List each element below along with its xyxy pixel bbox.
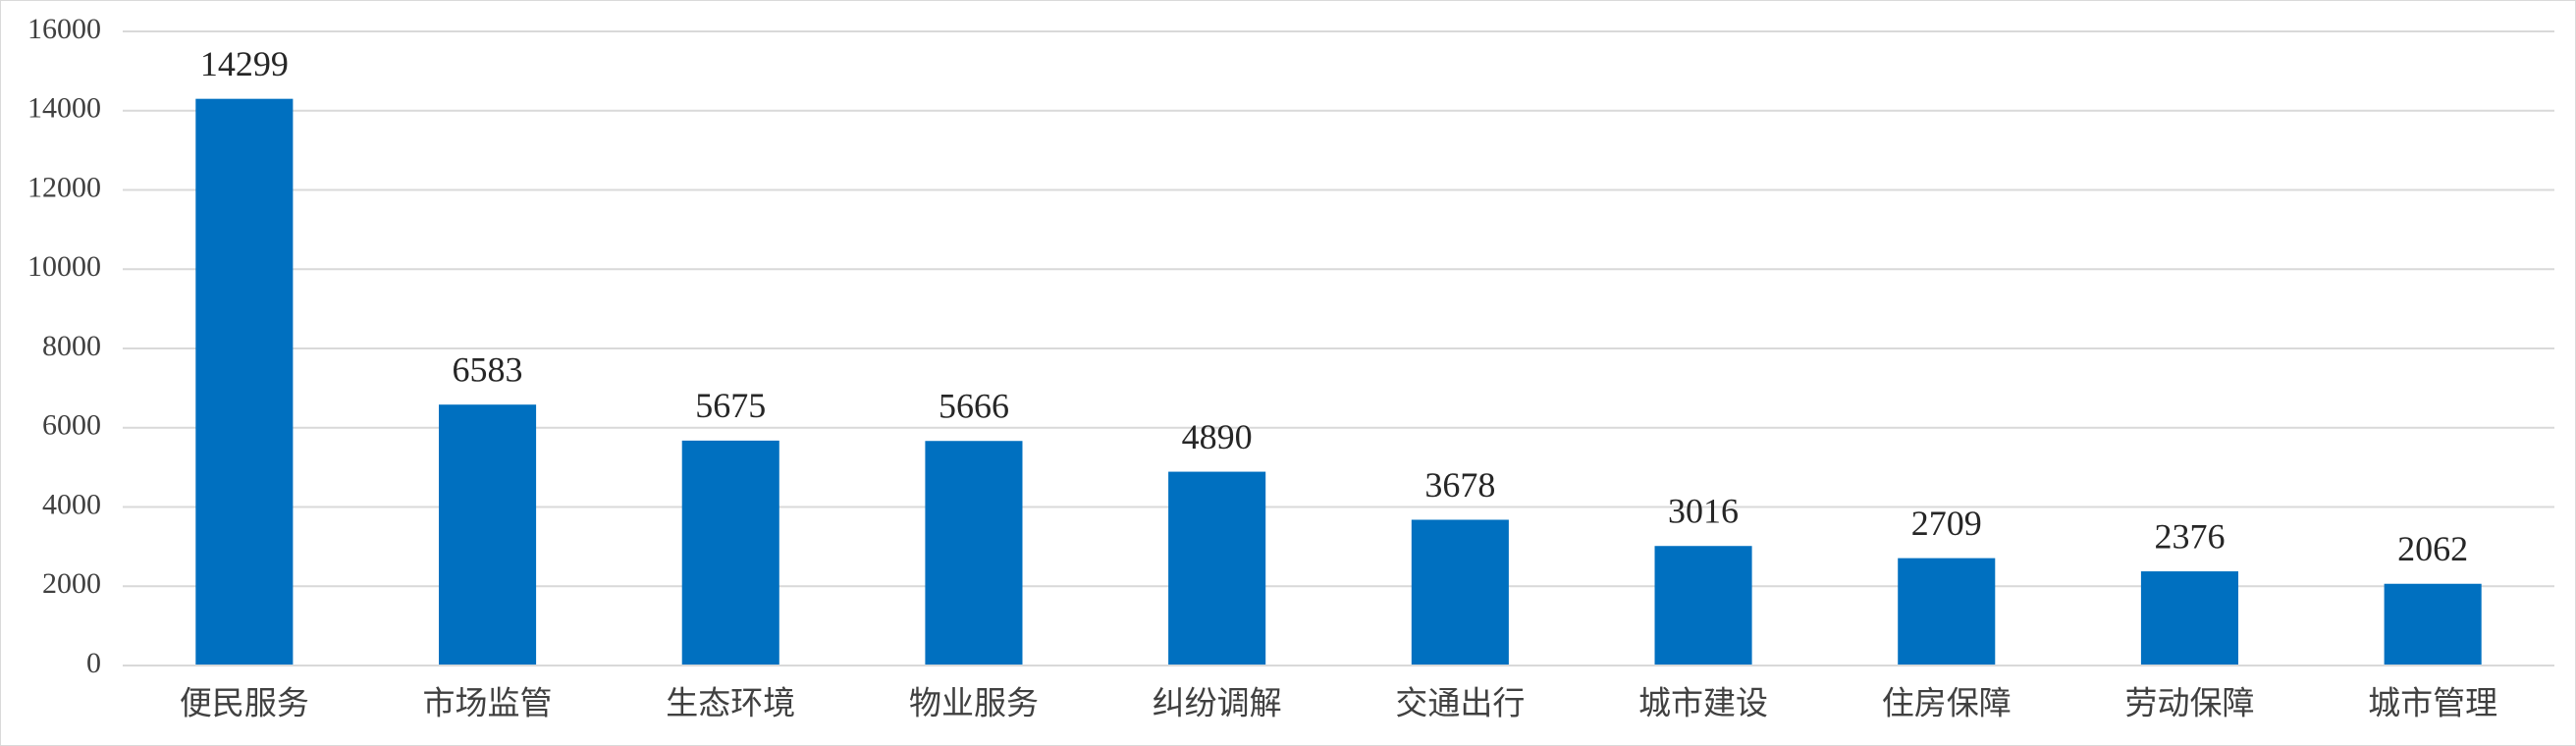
data-label: 2062 xyxy=(2397,529,2468,568)
bar xyxy=(1411,519,1509,666)
y-tick-label: 0 xyxy=(86,647,101,679)
data-label: 5666 xyxy=(939,387,1009,426)
x-tick-label: 劳动保障 xyxy=(2124,686,2254,722)
y-tick-label: 2000 xyxy=(42,567,101,600)
y-tick-label: 8000 xyxy=(42,330,101,362)
x-tick-label: 便民服务 xyxy=(180,686,309,722)
x-tick-label: 交通出行 xyxy=(1395,686,1525,722)
data-label: 5675 xyxy=(695,386,766,425)
data-label: 2709 xyxy=(1911,504,1982,543)
y-tick-label: 12000 xyxy=(27,171,101,203)
data-label: 6583 xyxy=(453,349,523,389)
bar xyxy=(1654,546,1752,666)
x-tick-label: 纠纷调解 xyxy=(1153,686,1282,722)
bar xyxy=(1168,471,1266,666)
x-tick-label: 住房保障 xyxy=(1882,686,2012,722)
bar xyxy=(2384,583,2482,666)
x-tick-label: 物业服务 xyxy=(909,686,1039,722)
bar xyxy=(2140,571,2238,666)
bar xyxy=(681,440,779,666)
x-tick-label: 城市管理 xyxy=(2368,686,2497,722)
x-tick-label: 城市建设 xyxy=(1638,686,1768,722)
x-tick-label: 市场监管 xyxy=(423,686,553,722)
x-tick-label: 生态环境 xyxy=(666,686,795,722)
y-tick-label: 10000 xyxy=(27,250,101,283)
y-tick-label: 6000 xyxy=(42,409,101,442)
data-label: 2376 xyxy=(2154,516,2225,556)
data-label: 14299 xyxy=(200,44,289,83)
bar xyxy=(195,98,294,666)
y-tick-label: 16000 xyxy=(27,13,101,45)
bar xyxy=(1898,558,1996,666)
y-tick-label: 4000 xyxy=(42,488,101,520)
data-label: 4890 xyxy=(1182,417,1253,456)
data-label: 3016 xyxy=(1668,491,1739,530)
bar xyxy=(925,441,1023,666)
bar xyxy=(439,404,537,666)
data-label: 3678 xyxy=(1424,465,1495,505)
y-tick-label: 14000 xyxy=(27,92,101,125)
